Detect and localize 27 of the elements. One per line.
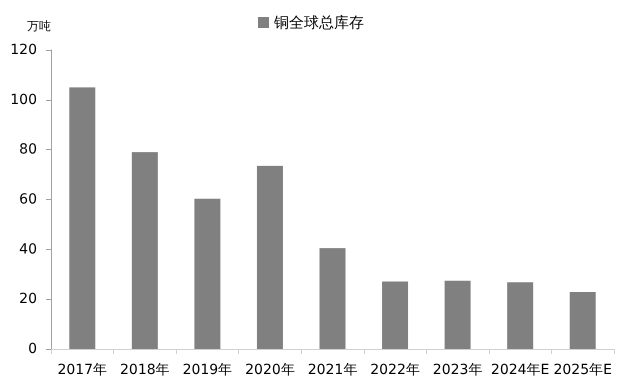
x-tick-label: 2020年 xyxy=(245,362,295,378)
x-tick-label: 2018年 xyxy=(120,362,170,378)
bar xyxy=(382,281,408,349)
bar xyxy=(444,280,471,349)
bar xyxy=(570,292,596,349)
y-tick-label: 20 xyxy=(19,291,37,308)
x-tick-label: 2025年E xyxy=(553,362,612,378)
bar xyxy=(194,198,220,349)
x-tick-label: 2022年 xyxy=(370,362,420,378)
bar xyxy=(69,87,96,349)
x-tick-label: 2019年 xyxy=(182,362,232,378)
y-tick-label: 0 xyxy=(28,341,37,357)
bar xyxy=(320,248,346,349)
x-tick-label: 2023年 xyxy=(432,362,482,378)
y-tick-label: 120 xyxy=(10,42,37,58)
y-tick-label: 40 xyxy=(19,241,37,258)
x-tick-label: 2017年 xyxy=(57,362,108,378)
y-tick-label: 60 xyxy=(19,192,37,208)
bar xyxy=(507,282,534,349)
bar xyxy=(132,152,158,349)
y-tick-label: 100 xyxy=(10,92,37,108)
x-tick-label: 2021年 xyxy=(308,362,358,378)
x-tick-label: 2024年E xyxy=(490,362,550,378)
y-tick-label: 80 xyxy=(19,142,37,158)
y-axis-title: 万吨 xyxy=(27,19,51,33)
bar xyxy=(256,166,283,349)
legend-label: 铜全球总库存 xyxy=(273,14,364,32)
